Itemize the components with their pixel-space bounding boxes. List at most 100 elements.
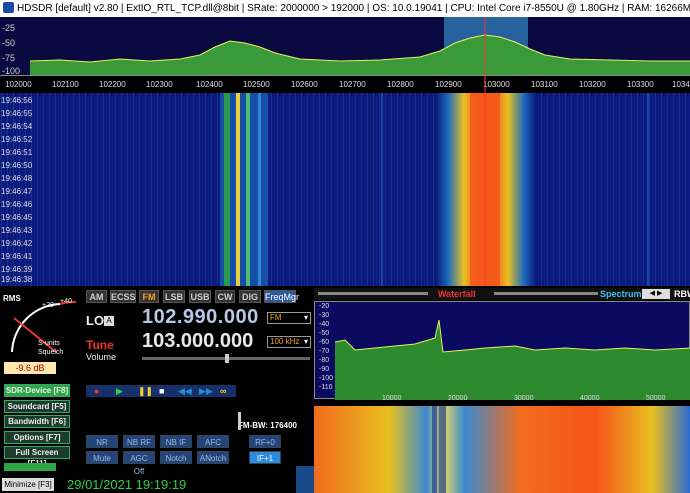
- freq-tick: 103300: [627, 80, 654, 89]
- freq-tick: 102200: [99, 80, 126, 89]
- title-bar: HDSDR [default] v2.80 | ExtIO_RTL_TCP.dl…: [0, 0, 690, 17]
- rf-gain-button[interactable]: RF+0: [249, 435, 281, 448]
- audio-freq-tick: 10000: [382, 395, 402, 402]
- freq-manager-button[interactable]: FreqMgr: [264, 290, 300, 303]
- time-label: 19:46:42: [1, 239, 33, 248]
- mode-usb-button[interactable]: USB: [189, 290, 211, 303]
- db-label: -100: [2, 66, 21, 76]
- time-label: 19:46:50: [1, 161, 33, 170]
- audio-panel-header: Waterfall Spectrum ◀ ▶ RBW: [314, 288, 690, 300]
- anotch-button[interactable]: ANotch: [197, 451, 229, 464]
- lo-label: LO: [86, 313, 105, 328]
- spectrum-arrows[interactable]: ◀ ▶: [642, 289, 670, 299]
- mode-lsb-button[interactable]: LSB: [163, 290, 185, 303]
- time-label: 19:46:46: [1, 200, 33, 209]
- db-label: -60: [319, 339, 330, 346]
- freq-tick: 102800: [387, 80, 414, 89]
- notch-button[interactable]: Notch: [160, 451, 192, 464]
- freq-tick: 102600: [291, 80, 318, 89]
- plus20-label: +20: [42, 302, 54, 309]
- time-axis: 19:46:56 19:46:55 19:46:54 19:46:52 19:4…: [0, 93, 33, 286]
- db-label: -80: [319, 357, 330, 364]
- squelch-label: Squelch: [38, 349, 64, 356]
- tune-frequency[interactable]: 103.000.000: [142, 330, 254, 352]
- fullscreen-button[interactable]: Full Screen [F11]: [4, 446, 70, 468]
- lo-mode-select[interactable]: FM ▾: [267, 312, 311, 324]
- rms-label: RMS: [3, 294, 21, 303]
- mode-am-button[interactable]: AM: [86, 290, 107, 303]
- play-icon[interactable]: ▶: [116, 386, 123, 396]
- lo-a-badge[interactable]: A: [104, 316, 114, 326]
- agc-button[interactable]: AGC Off: [123, 451, 155, 476]
- sdr-device-button[interactable]: SDR-Device [F8]: [4, 384, 70, 397]
- db-label: -70: [319, 348, 330, 355]
- audio-spectrum[interactable]: -20 -30 -40 -50 -60 -70 -80 -90 -100 -11…: [314, 301, 690, 400]
- loop-icon[interactable]: ∞: [220, 386, 227, 396]
- db-label: -40: [319, 321, 330, 328]
- freq-tick: 102900: [435, 80, 462, 89]
- db-label: -110: [319, 384, 333, 391]
- s-units-label: S-units: [38, 340, 60, 347]
- main-waterfall[interactable]: 19:46:56 19:46:55 19:46:54 19:46:52 19:4…: [0, 93, 690, 286]
- audio-freq-tick: 40000: [580, 395, 600, 402]
- db-label: -50: [319, 330, 330, 337]
- afc-button[interactable]: AFC: [197, 435, 229, 448]
- pause-icon[interactable]: ❚❚: [138, 386, 154, 396]
- mode-cw-button[interactable]: CW: [215, 290, 235, 303]
- mode-dig-button[interactable]: DIG: [239, 290, 261, 303]
- nb-rf-button[interactable]: NB RF: [123, 435, 155, 448]
- db-label: -25: [2, 23, 16, 33]
- time-label: 19:46:39: [1, 265, 33, 274]
- audio-panel: Waterfall Spectrum ◀ ▶ RBW -20 -30 -40 -…: [314, 286, 690, 493]
- audio-frequency-scale: 10000 20000 30000 40000 50000: [314, 395, 690, 405]
- time-label: 19:46:43: [1, 226, 33, 235]
- freq-tick: 102700: [339, 80, 366, 89]
- fast-forward-icon[interactable]: ▶▶: [199, 386, 213, 396]
- rbw-label: RBW: [674, 289, 690, 299]
- chevron-down-icon: ▾: [303, 313, 308, 322]
- datetime: 29/01/2021 19:19:19: [67, 477, 187, 492]
- plus40-label: +40: [60, 298, 72, 305]
- lo-frequency[interactable]: 102.990.000: [142, 306, 259, 328]
- s-meter-dial: [11, 300, 77, 353]
- db-label: -100: [319, 375, 334, 382]
- stop-icon[interactable]: ■: [159, 386, 165, 396]
- s-meter[interactable]: RMS +20 +40 S-units Squelch -9.6 dB: [0, 290, 82, 374]
- mode-fm-button[interactable]: FM: [139, 290, 159, 303]
- nr-button[interactable]: NR: [86, 435, 118, 448]
- time-label: 19:46:38: [1, 275, 33, 284]
- tune-label: Tune: [86, 338, 114, 352]
- freq-tick: 103400: [672, 80, 690, 89]
- if-gain-button[interactable]: IF+1: [249, 451, 281, 464]
- freq-tick: 103100: [531, 80, 558, 89]
- spectrum-trace: [29, 17, 690, 75]
- freq-tick: 102000: [5, 80, 32, 89]
- minimize-button[interactable]: Minimize [F3]: [2, 478, 54, 491]
- scale-markers: [484, 76, 486, 94]
- db-label: -30: [319, 312, 330, 319]
- spectrum-label: Spectrum: [600, 289, 642, 299]
- audio-freq-tick: 20000: [448, 395, 468, 402]
- nb-if-button[interactable]: NB IF: [160, 435, 192, 448]
- audio-waterfall[interactable]: [314, 406, 690, 493]
- audio-waterfall-image: [314, 406, 690, 493]
- freq-tick: 102400: [196, 80, 223, 89]
- options-button[interactable]: Options [F7]: [4, 431, 70, 444]
- volume-handle[interactable]: [225, 354, 229, 363]
- time-label: 19:46:56: [1, 96, 33, 105]
- bandwidth-slider[interactable]: [238, 412, 241, 430]
- frequency-scale[interactable]: 102000 102100 102200 102300 102400 10250…: [0, 75, 690, 94]
- window-title: HDSDR [default] v2.80 | ExtIO_RTL_TCP.dl…: [17, 3, 690, 14]
- freq-tick: 103200: [579, 80, 606, 89]
- waterfall-image: [0, 93, 690, 286]
- header-bars: [318, 292, 598, 295]
- audio-freq-tick: 50000: [646, 395, 666, 402]
- record-icon[interactable]: ●: [94, 386, 100, 396]
- soundcard-button[interactable]: Soundcard [F5]: [4, 400, 70, 413]
- rewind-icon[interactable]: ◀◀: [178, 386, 192, 396]
- main-spectrum[interactable]: -25 -50 -75 -100: [0, 17, 690, 76]
- mode-ecss-button[interactable]: ECSS: [110, 290, 136, 303]
- mute-button[interactable]: Mute: [86, 451, 118, 464]
- tune-step-select[interactable]: 100 kHz ▾: [267, 336, 311, 348]
- bandwidth-button[interactable]: Bandwidth [F6]: [4, 415, 70, 428]
